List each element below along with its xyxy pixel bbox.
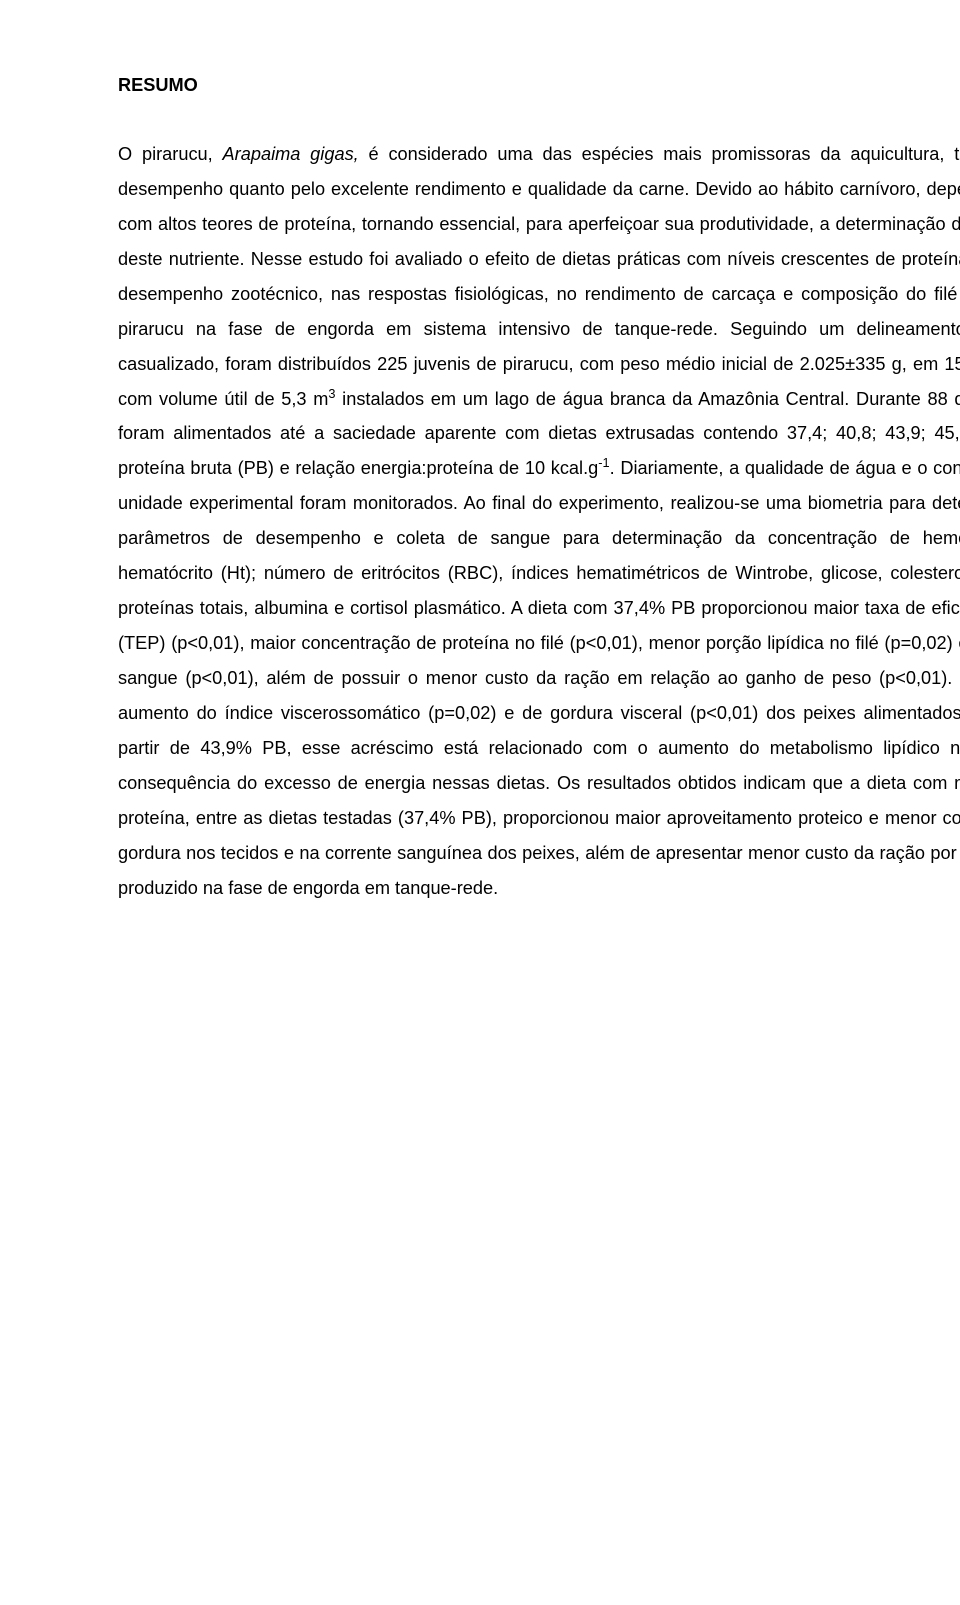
species-name-italic: Arapaima gigas, [223,144,359,164]
section-title: RESUMO [118,68,960,103]
text-run: O pirarucu, [118,144,223,164]
superscript: -1 [598,455,609,470]
document-page: RESUMO O pirarucu, Arapaima gigas, é con… [118,68,960,1555]
abstract-paragraph: O pirarucu, Arapaima gigas, é considerad… [118,137,960,906]
text-run: . Diariamente, a qualidade de água e o c… [118,458,960,897]
text-run: é considerado uma das espécies mais prom… [118,144,960,409]
